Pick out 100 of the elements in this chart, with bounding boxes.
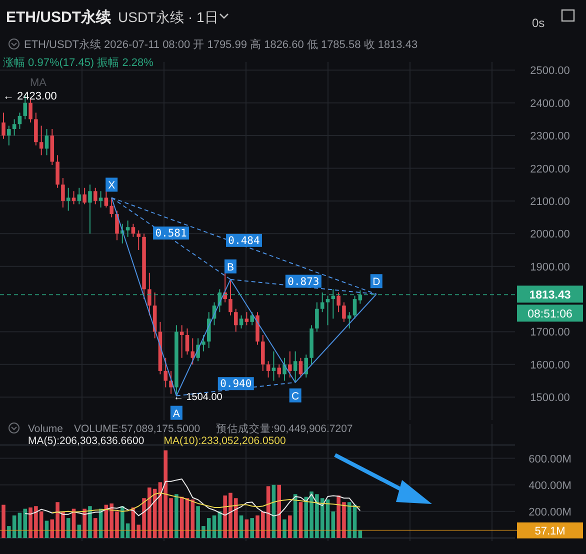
- candlestick: [93, 187, 98, 205]
- y-tick-label: 2300.00: [530, 130, 570, 143]
- bar: [66, 518, 70, 538]
- bar: [180, 496, 184, 538]
- text: ETH/USDT永续 2026-07-11 08:00 开 1795.99 高 1826.60 低 1785.58 收 1813.43: [24, 38, 418, 51]
- candlestick: [282, 357, 286, 382]
- y-tick-label: 400.00M: [528, 480, 572, 492]
- y-tick-label: 2000.00: [530, 228, 570, 241]
- candlestick: [98, 190, 103, 208]
- ref-line-label: 1813.43: [529, 290, 571, 302]
- annotation: D: [372, 276, 381, 288]
- annotation: ← 2423.00: [3, 90, 57, 102]
- candlestick: [272, 350, 276, 382]
- y-tick-label: 2100.00: [530, 196, 570, 208]
- candlestick: [136, 230, 141, 250]
- candlestick: [266, 360, 270, 378]
- bar: [88, 506, 92, 538]
- bar: [331, 511, 336, 538]
- candlestick: [39, 125, 44, 156]
- y-tick-label: 2400.00: [530, 98, 570, 110]
- bar: [239, 515, 244, 538]
- chart-title: Volume: [28, 423, 64, 435]
- bar: [77, 524, 82, 538]
- y-tick-label: 1900.00: [530, 261, 570, 274]
- candlestick: [34, 112, 38, 146]
- y-tick-label: 600.00M: [528, 453, 572, 466]
- candlestick: [126, 220, 130, 238]
- candlestick: [56, 154, 60, 188]
- annotation: 0.940: [220, 378, 252, 390]
- text: 08:51:06: [528, 308, 572, 321]
- candlestick: [185, 328, 190, 356]
- annotation: 0.484: [228, 234, 260, 247]
- candlestick: [110, 197, 114, 218]
- annotation: B: [226, 261, 234, 274]
- bar: [298, 502, 303, 538]
- candlestick: [18, 112, 22, 130]
- candlestick: [234, 308, 238, 332]
- y-tick-label: 2500.00: [530, 65, 570, 78]
- annotation: 0.581: [155, 228, 187, 240]
- annotation: X: [108, 180, 116, 192]
- annotation: C: [292, 390, 300, 402]
- text: MA(10):233,052,206.0500: [164, 435, 286, 447]
- candlestick: [347, 312, 352, 329]
- line-series: [24, 478, 361, 516]
- candlestick: [239, 314, 244, 329]
- y-tick-label: 1700.00: [530, 326, 570, 339]
- candlestick: [12, 118, 16, 136]
- candlestick: [131, 223, 136, 238]
- chart-subtitle: USDT永续 · 1日: [118, 9, 218, 25]
- candlestick: [180, 324, 184, 358]
- bar: [282, 519, 286, 538]
- text: 预估成交量:90,449,906.7207: [216, 422, 353, 435]
- text: MA(5):206,303,636.6600: [28, 435, 144, 447]
- bar: [277, 484, 282, 538]
- candlestick: [202, 334, 206, 352]
- candlestick: [326, 295, 330, 326]
- candlestick: [336, 292, 340, 313]
- annotation: 0.873: [288, 276, 320, 288]
- y-tick-label: 200.00M: [528, 506, 572, 518]
- text: 0s: [532, 16, 545, 30]
- ref-line-label: 57.1M: [534, 525, 566, 538]
- bar: [358, 530, 362, 538]
- candlestick: [44, 128, 49, 156]
- candlestick: [82, 187, 86, 205]
- bar: [174, 494, 178, 538]
- y-tick-label: 1600.00: [530, 359, 570, 372]
- line-series: [52, 492, 361, 514]
- candlestick: [304, 354, 308, 378]
- bar: [250, 518, 254, 538]
- bar: [288, 515, 292, 538]
- candlestick: [293, 350, 298, 383]
- candlestick: [28, 99, 32, 123]
- bar: [244, 519, 249, 538]
- bar: [2, 504, 6, 538]
- candlestick: [7, 125, 11, 146]
- candlestick: [72, 190, 76, 205]
- text: VOLUME:57,089,175.5000: [74, 423, 200, 435]
- candlestick: [228, 278, 232, 316]
- candlestick: [164, 357, 168, 388]
- y-tick-label: 1500.00: [530, 392, 570, 404]
- candlestick: [115, 210, 119, 241]
- candlestick: [148, 272, 152, 316]
- candlestick: [298, 357, 303, 378]
- y-tick-label: 2200.00: [530, 163, 570, 176]
- bar: [185, 498, 190, 538]
- bar: [326, 499, 330, 538]
- bar: [82, 508, 86, 538]
- annotation: A: [172, 408, 180, 420]
- candlestick: [315, 302, 319, 332]
- annotation: MA: [30, 77, 48, 89]
- candlestick: [342, 302, 346, 322]
- candlestick: [352, 295, 357, 320]
- candlestick: [61, 178, 65, 208]
- candlestick: [261, 334, 265, 372]
- candlestick: [250, 312, 254, 326]
- candlestick: [206, 312, 211, 349]
- annotation: ← 1504.00: [173, 392, 223, 403]
- candlestick: [244, 312, 249, 326]
- candlestick: [88, 184, 92, 234]
- candlestick: [77, 187, 82, 205]
